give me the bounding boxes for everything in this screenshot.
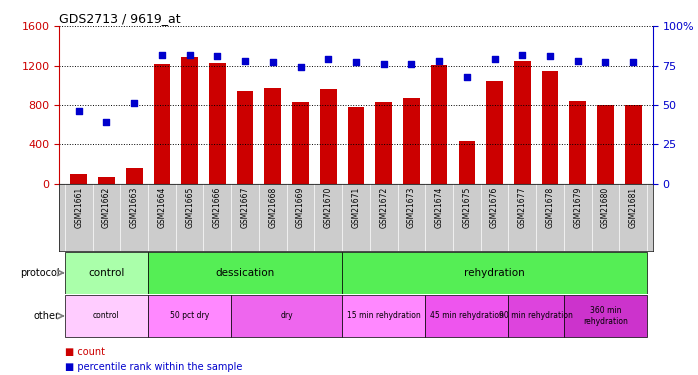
Text: GSM21663: GSM21663 [130,187,139,228]
Bar [65,295,148,337]
Bar [342,252,647,294]
Point [600,60,611,66]
Text: control: control [93,311,120,320]
Bar [597,105,614,184]
Text: GSM21681: GSM21681 [629,187,638,228]
Bar [126,168,142,184]
Point [628,60,639,66]
Bar [403,98,419,184]
Bar [542,70,558,184]
Bar [209,63,225,184]
Point [572,58,584,64]
Point [128,100,140,106]
Text: GSM21667: GSM21667 [241,187,250,228]
Bar [425,295,508,337]
Bar [181,57,198,184]
Bar [625,105,641,184]
Bar [237,91,253,184]
Point [433,58,445,64]
Text: GSM21678: GSM21678 [546,187,554,228]
Text: GSM21661: GSM21661 [74,187,83,228]
Bar [65,252,148,294]
Point [406,61,417,67]
Text: GSM21665: GSM21665 [185,187,194,228]
Text: GSM21668: GSM21668 [268,187,277,228]
Bar [148,252,342,294]
Point [184,52,195,58]
Text: GSM21680: GSM21680 [601,187,610,228]
Text: GSM21669: GSM21669 [296,187,305,228]
Text: dry: dry [281,311,293,320]
Point [517,52,528,58]
Text: 360 min
rehydration: 360 min rehydration [583,306,628,326]
Bar [459,141,475,184]
Point [544,53,556,59]
Text: GSM21679: GSM21679 [573,187,582,228]
Text: GSM21671: GSM21671 [352,187,360,228]
Text: GSM21676: GSM21676 [490,187,499,228]
Text: GSM21672: GSM21672 [379,187,388,228]
Bar [320,89,336,184]
Bar [265,88,281,184]
Bar [508,295,564,337]
Point [73,108,84,114]
Text: GSM21674: GSM21674 [435,187,444,228]
Bar [292,102,309,184]
Point [322,56,334,62]
Bar [487,81,503,184]
Bar [154,64,170,184]
Text: 90 min rehydration: 90 min rehydration [499,311,573,320]
Point [156,52,168,58]
Text: GSM21673: GSM21673 [407,187,416,228]
Point [239,58,251,64]
Text: other: other [34,311,59,321]
Text: ■ percentile rank within the sample: ■ percentile rank within the sample [66,362,243,372]
Text: GSM21664: GSM21664 [158,187,166,228]
Bar [231,295,342,337]
Text: GSM21666: GSM21666 [213,187,222,228]
Text: 15 min rehydration: 15 min rehydration [347,311,421,320]
Point [489,56,500,62]
Bar [376,102,392,184]
Bar [514,61,530,184]
Text: 50 pct dry: 50 pct dry [170,311,209,320]
Bar [348,107,364,184]
Text: dessication: dessication [216,268,275,278]
Text: GSM21662: GSM21662 [102,187,111,228]
Bar [570,101,586,184]
Point [378,61,389,67]
Text: GSM21670: GSM21670 [324,187,333,228]
Bar [98,177,114,184]
Text: rehydration: rehydration [464,268,525,278]
Bar [431,64,447,184]
Point [295,64,306,70]
Point [350,60,362,66]
Bar [148,295,231,337]
Text: protocol: protocol [20,268,59,278]
Point [211,53,223,59]
Text: GDS2713 / 9619_at: GDS2713 / 9619_at [59,12,181,25]
Text: GSM21677: GSM21677 [518,187,527,228]
Bar [342,295,425,337]
Text: control: control [88,268,125,278]
Bar [564,295,647,337]
Point [267,60,279,66]
Point [101,119,112,125]
Text: ■ count: ■ count [66,347,105,357]
Point [461,74,473,80]
Bar [70,174,87,184]
Text: 45 min rehydration: 45 min rehydration [430,311,504,320]
Text: GSM21675: GSM21675 [462,187,471,228]
